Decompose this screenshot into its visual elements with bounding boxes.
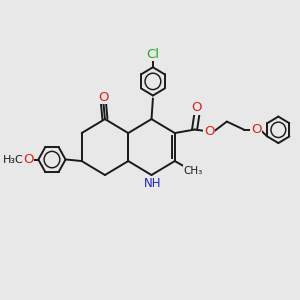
Text: O: O bbox=[192, 101, 202, 114]
Text: O: O bbox=[251, 123, 262, 136]
Text: O: O bbox=[98, 91, 109, 104]
Text: H₃C: H₃C bbox=[2, 154, 23, 165]
Text: NH: NH bbox=[144, 177, 162, 190]
Text: CH₃: CH₃ bbox=[183, 166, 202, 176]
Text: O: O bbox=[23, 153, 33, 166]
Text: Cl: Cl bbox=[146, 47, 159, 61]
Text: O: O bbox=[204, 125, 214, 138]
